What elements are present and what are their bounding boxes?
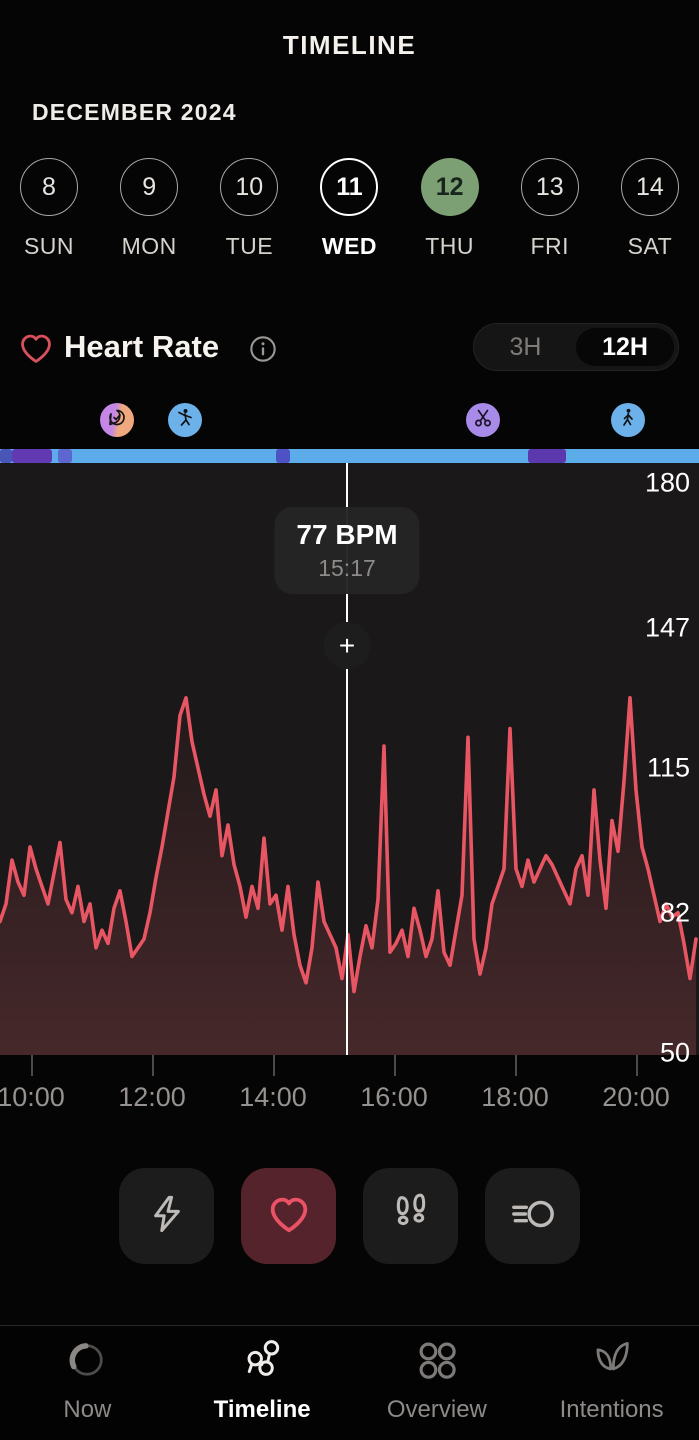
calendar-day-circle[interactable]: 11 bbox=[320, 158, 379, 216]
calendar-day-9[interactable]: 9 MON bbox=[118, 158, 180, 260]
calendar-weekday-label: THU bbox=[425, 233, 475, 259]
heart-rate-line bbox=[0, 696, 698, 994]
y-axis-label: 82 bbox=[659, 897, 690, 928]
activity-marker-row bbox=[0, 403, 699, 437]
heart-rate-area bbox=[0, 697, 696, 1055]
calendar-weekday-label: MON bbox=[121, 233, 177, 259]
bolt-icon bbox=[146, 1193, 188, 1240]
y-axis-label: 180 bbox=[644, 467, 690, 498]
heart-icon bbox=[266, 1191, 312, 1242]
metric-header: Heart Rate 3H 12H bbox=[0, 323, 699, 375]
y-axis-label: 50 bbox=[659, 1037, 690, 1068]
heart-rate-metric-button[interactable] bbox=[241, 1168, 336, 1264]
calendar-day-10[interactable]: 10 TUE bbox=[218, 158, 280, 260]
calendar-day-11[interactable]: 11 WED bbox=[318, 158, 380, 260]
calendar-day-12[interactable]: 12 THU bbox=[419, 158, 481, 260]
footsteps-icon bbox=[388, 1191, 434, 1242]
range-toggle: 3H 12H bbox=[473, 323, 679, 371]
calendar-day-circle[interactable]: 14 bbox=[620, 158, 679, 216]
activity-strip-segment bbox=[0, 449, 12, 463]
calendar-weekday-label: SUN bbox=[23, 233, 75, 259]
nav-item-overview[interactable]: Overview bbox=[377, 1338, 497, 1424]
now-icon bbox=[65, 1338, 109, 1387]
range-option-12h[interactable]: 12H bbox=[576, 328, 674, 366]
nav-label: Now bbox=[63, 1396, 112, 1423]
chart-x-axis: 10:00 12:00 14:00 16:00 18:00 20:00 bbox=[0, 1055, 699, 1125]
x-axis-label: 14:00 bbox=[239, 1082, 307, 1112]
y-axis-label: 147 bbox=[644, 612, 690, 643]
y-axis-label: 115 bbox=[646, 752, 690, 783]
scissors-marker[interactable] bbox=[466, 403, 500, 437]
activity-strip[interactable] bbox=[0, 449, 699, 463]
x-axis-tick bbox=[515, 1055, 517, 1076]
tooltip-value: 77 BPM bbox=[296, 519, 398, 550]
nav-item-now[interactable]: Now bbox=[27, 1338, 147, 1424]
info-icon[interactable] bbox=[249, 335, 277, 368]
walk-person-marker[interactable] bbox=[611, 403, 645, 437]
message-check-marker[interactable] bbox=[100, 403, 134, 437]
energy-metric-button[interactable] bbox=[119, 1168, 214, 1264]
message-check-icon bbox=[106, 407, 128, 434]
scissors-icon bbox=[472, 407, 494, 434]
x-axis-label: 10:00 bbox=[0, 1082, 65, 1112]
walk-person-icon bbox=[617, 407, 639, 434]
calendar-day-13[interactable]: 13 FRI bbox=[519, 158, 581, 260]
nav-label: Overview bbox=[386, 1396, 487, 1423]
x-axis-tick bbox=[636, 1055, 638, 1076]
timeline-icon bbox=[239, 1338, 285, 1387]
bottom-navigation: Now Timeline bbox=[0, 1325, 699, 1440]
metric-title: Heart Rate bbox=[64, 329, 220, 364]
calendar-day-circle[interactable]: 8 bbox=[20, 158, 78, 216]
speed-icon bbox=[510, 1191, 556, 1242]
activity-strip-segment bbox=[276, 449, 290, 463]
nav-item-intentions[interactable]: Intentions bbox=[552, 1338, 672, 1424]
range-option-3h[interactable]: 3H bbox=[509, 332, 542, 361]
nav-label: Intentions bbox=[559, 1396, 664, 1423]
stretch-person-marker[interactable] bbox=[168, 403, 202, 437]
calendar-day-14[interactable]: 14 SAT bbox=[619, 158, 681, 260]
calendar-weekday-label: FRI bbox=[530, 233, 570, 259]
month-label: DECEMBER 2024 bbox=[32, 99, 237, 125]
x-axis-label: 16:00 bbox=[360, 1082, 428, 1112]
speed-metric-button[interactable] bbox=[485, 1168, 580, 1264]
steps-metric-button[interactable] bbox=[363, 1168, 458, 1264]
tooltip-time: 15:17 bbox=[318, 555, 376, 581]
heart-rate-chart[interactable]: 77 BPM 15:17 + 180 147 115 82 50 bbox=[0, 463, 699, 1068]
chart-tooltip: 77 BPM 15:17 bbox=[274, 507, 420, 594]
calendar-day-circle[interactable]: 13 bbox=[520, 158, 579, 216]
x-axis-tick bbox=[273, 1055, 275, 1076]
calendar-day-circle[interactable]: 10 bbox=[220, 158, 279, 216]
activity-strip-segment bbox=[12, 449, 52, 463]
x-axis-tick bbox=[152, 1055, 154, 1076]
x-axis-tick bbox=[394, 1055, 396, 1076]
calendar-week-row: 8 SUN 9 MON 10 TUE 11 WED 12 THU 13 FRI 14 SAT bbox=[0, 158, 699, 260]
chart-cursor-line[interactable] bbox=[346, 463, 348, 1055]
calendar-weekday-label: WED bbox=[321, 233, 378, 259]
x-axis-tick bbox=[31, 1055, 33, 1076]
calendar-day-circle[interactable]: 9 bbox=[120, 158, 179, 216]
nav-label: Timeline bbox=[213, 1396, 311, 1423]
calendar-weekday-label: TUE bbox=[225, 233, 274, 259]
heart-icon bbox=[17, 329, 55, 372]
intentions-icon bbox=[589, 1338, 635, 1387]
activity-strip-segment bbox=[58, 449, 72, 463]
nav-item-timeline[interactable]: Timeline bbox=[202, 1338, 322, 1424]
stretch-person-icon bbox=[174, 407, 196, 434]
calendar-day-circle[interactable]: 12 bbox=[420, 158, 479, 216]
overview-icon bbox=[415, 1338, 459, 1387]
add-annotation-button[interactable]: + bbox=[323, 622, 371, 669]
x-axis-label: 18:00 bbox=[481, 1082, 549, 1112]
metric-selector-row bbox=[0, 1168, 699, 1264]
activity-strip-segment bbox=[528, 449, 566, 463]
page-title: TIMELINE bbox=[282, 30, 417, 60]
x-axis-label: 20:00 bbox=[602, 1082, 670, 1112]
x-axis-label: 12:00 bbox=[118, 1082, 186, 1112]
calendar-weekday-label: SAT bbox=[627, 233, 673, 259]
calendar-day-8[interactable]: 8 SUN bbox=[18, 158, 80, 260]
